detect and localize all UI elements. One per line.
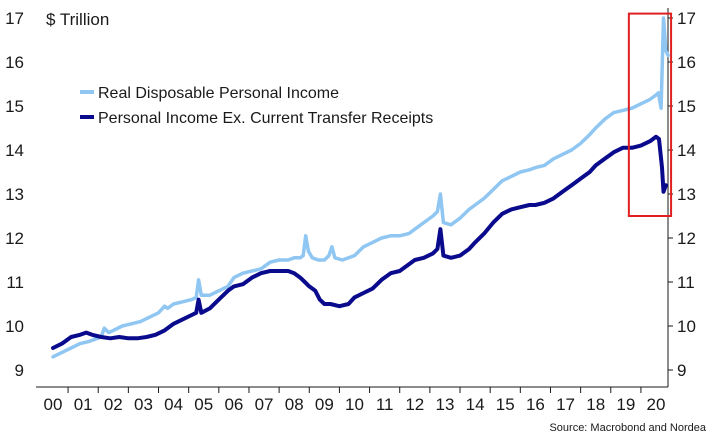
x-tick-01: 01 <box>74 395 93 414</box>
x-tick-12: 12 <box>405 395 424 414</box>
x-tick-14: 14 <box>466 395 485 414</box>
source-note: Source: Macrobond and Nordea <box>549 422 706 434</box>
unit-label: $ Trillion <box>46 10 109 29</box>
x-tick-11: 11 <box>376 395 394 414</box>
y-tick-right-9: 9 <box>677 361 686 380</box>
legend-label-1: Personal Income Ex. Current Transfer Rec… <box>98 110 433 127</box>
y-tick-left-13: 13 <box>5 185 24 204</box>
y-axis-left: 9 10 11 12 13 14 15 16 17 <box>5 9 24 380</box>
series-lines <box>51 16 670 359</box>
y-tick-left-11: 11 <box>6 273 24 292</box>
x-tick-00: 00 <box>44 395 63 414</box>
x-tick-04: 04 <box>164 395 183 414</box>
highlight-box <box>627 12 673 217</box>
y-tick-right-16: 16 <box>677 53 696 72</box>
y-tick-right-12: 12 <box>677 229 696 248</box>
y-tick-right-10: 10 <box>677 317 696 336</box>
y-tick-right-15: 15 <box>677 97 696 116</box>
y-tick-left-10: 10 <box>5 317 24 336</box>
legend-label-0: Real Disposable Personal Income <box>98 85 339 102</box>
x-tick-08: 08 <box>285 395 304 414</box>
x-tick-15: 15 <box>496 395 515 414</box>
y-tick-right-13: 13 <box>677 185 696 204</box>
x-tick-06: 06 <box>224 395 243 414</box>
x-tick-13: 13 <box>435 395 454 414</box>
x-tick-16: 16 <box>526 395 545 414</box>
y-tick-left-9: 9 <box>15 361 24 380</box>
series-line-real-disposable-income <box>51 16 670 359</box>
y-tick-left-12: 12 <box>5 229 24 248</box>
x-tick-05: 05 <box>194 395 213 414</box>
y-tick-right-11: 11 <box>677 273 695 292</box>
y-tick-left-17: 17 <box>5 9 24 28</box>
x-tick-07: 07 <box>255 395 274 414</box>
y-tick-left-14: 14 <box>5 141 24 160</box>
y-axis-right: 9 10 11 12 13 14 15 16 17 <box>668 9 696 380</box>
x-tick-19: 19 <box>616 395 635 414</box>
x-tick-02: 02 <box>104 395 123 414</box>
y-tick-right-14: 14 <box>677 141 696 160</box>
x-tick-17: 17 <box>556 395 575 414</box>
y-tick-left-16: 16 <box>5 53 24 72</box>
x-tick-18: 18 <box>586 395 605 414</box>
y-tick-left-15: 15 <box>5 97 24 116</box>
x-axis: 00 01 02 03 04 05 06 07 08 09 10 11 12 13 14 15 16 17 18 19… <box>44 387 666 414</box>
y-tick-right-17: 17 <box>677 9 696 28</box>
series-line-income-ex-transfers <box>51 134 668 350</box>
x-tick-20: 20 <box>647 395 666 414</box>
x-tick-09: 09 <box>315 395 334 414</box>
x-tick-03: 03 <box>134 395 153 414</box>
legend: Real Disposable Personal Income Personal … <box>80 85 433 127</box>
x-tick-10: 10 <box>345 395 364 414</box>
